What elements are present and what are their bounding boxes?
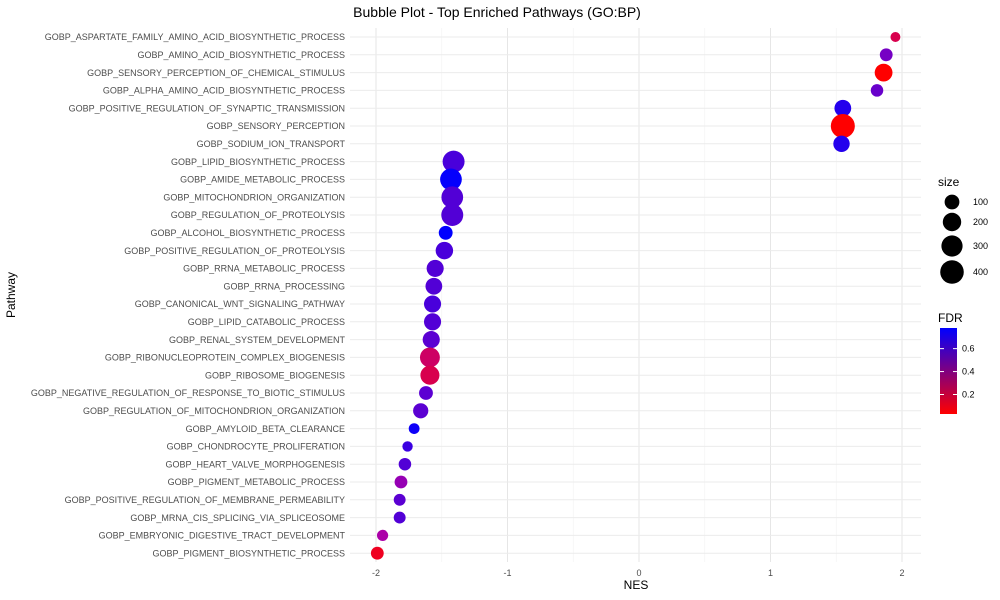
y-tick-label: GOBP_SODIUM_ION_TRANSPORT bbox=[197, 139, 346, 149]
bubble-point bbox=[830, 114, 855, 138]
size-legend-key bbox=[944, 194, 960, 210]
fdr-legend-label: 0.4 bbox=[962, 367, 975, 377]
fdr-legend-title: FDR bbox=[938, 311, 963, 325]
bubble-point bbox=[376, 529, 389, 541]
x-tick-labels: -2 -1 0 1 2 bbox=[372, 568, 905, 578]
data-points bbox=[370, 32, 901, 560]
y-tick-label: GOBP_RIBONUCLEOPROTEIN_COMPLEX_BIOGENESI… bbox=[105, 353, 345, 363]
x-axis-title: NES bbox=[624, 578, 649, 592]
fdr-legend-label: 0.2 bbox=[962, 390, 975, 400]
y-tick-label: GOBP_MITOCHONDRION_ORGANIZATION bbox=[163, 192, 345, 202]
bubble-point bbox=[833, 135, 850, 152]
y-tick-label: GOBP_CHONDROCYTE_PROLIFERATION bbox=[167, 442, 345, 452]
bubble-point bbox=[441, 204, 464, 226]
bubble-point bbox=[370, 546, 384, 560]
y-tick-label: GOBP_AMYLOID_BETA_CLEARANCE bbox=[186, 424, 345, 434]
bubble-point bbox=[441, 186, 464, 209]
chart-title: Bubble Plot - Top Enriched Pathways (GO:… bbox=[353, 4, 641, 20]
bubble-point bbox=[420, 365, 440, 385]
bubble-point bbox=[435, 241, 454, 260]
fdr-colorbar bbox=[940, 328, 957, 414]
y-tick-label: GOBP_RRNA_METABOLIC_PROCESS bbox=[183, 264, 345, 274]
x-tick-label: -1 bbox=[503, 568, 511, 578]
y-tick-label: GOBP_ALCOHOL_BIOSYNTHETIC_PROCESS bbox=[150, 228, 345, 238]
bubble-point bbox=[438, 225, 453, 240]
bubble-point bbox=[394, 475, 408, 489]
size-legend: size 100 200 300 400 bbox=[938, 175, 988, 284]
bubble-point bbox=[426, 259, 444, 277]
size-legend-label: 100 bbox=[973, 197, 988, 207]
bubble-point bbox=[419, 386, 433, 400]
y-tick-label: GOBP_HEART_VALVE_MORPHOGENESIS bbox=[165, 459, 345, 469]
x-tick-label: 0 bbox=[636, 568, 641, 578]
y-tick-label: GOBP_ASPARTATE_FAMILY_AMINO_ACID_BIOSYNT… bbox=[45, 32, 345, 42]
y-tick-label: GOBP_REGULATION_OF_PROTEOLYSIS bbox=[171, 210, 345, 220]
bubble-point bbox=[423, 295, 442, 313]
bubble-point bbox=[422, 331, 440, 349]
y-tick-labels: GOBP_ASPARTATE_FAMILY_AMINO_ACID_BIOSYNT… bbox=[31, 32, 346, 558]
y-tick-label: GOBP_SENSORY_PERCEPTION bbox=[207, 121, 345, 131]
y-axis-title: Pathway bbox=[4, 272, 18, 318]
bubble-point bbox=[442, 150, 465, 173]
y-tick-label: GOBP_MRNA_CIS_SPLICING_VIA_SPLICEOSOME bbox=[130, 513, 345, 523]
y-tick-label: GOBP_LIPID_BIOSYNTHETIC_PROCESS bbox=[171, 157, 345, 167]
y-tick-label: GOBP_POSITIVE_REGULATION_OF_MEMBRANE_PER… bbox=[65, 495, 345, 505]
bubble-point bbox=[423, 313, 442, 331]
bubble-point bbox=[425, 277, 443, 295]
bubble-point bbox=[874, 63, 893, 82]
y-tick-label: GOBP_AMIDE_METABOLIC_PROCESS bbox=[180, 175, 345, 185]
size-legend-title: size bbox=[938, 175, 960, 189]
bubble-point bbox=[440, 168, 462, 191]
bubble-point bbox=[413, 403, 429, 419]
y-tick-label: GOBP_RENAL_SYSTEM_DEVELOPMENT bbox=[169, 335, 346, 345]
y-tick-label: GOBP_NEGATIVE_REGULATION_OF_RESPONSE_TO_… bbox=[31, 388, 345, 398]
bubble-point bbox=[393, 493, 406, 506]
x-tick-label: 1 bbox=[768, 568, 773, 578]
bubble-point bbox=[398, 457, 412, 471]
size-legend-label: 400 bbox=[973, 267, 988, 277]
fdr-legend: FDR 0.2 0.4 0.6 bbox=[938, 311, 975, 414]
bubble-point bbox=[408, 423, 420, 435]
bubble-point bbox=[419, 347, 440, 368]
y-tick-label: GOBP_EMBRYONIC_DIGESTIVE_TRACT_DEVELOPME… bbox=[99, 531, 346, 541]
size-legend-key bbox=[941, 235, 963, 257]
y-tick-label: GOBP_POSITIVE_REGULATION_OF_PROTEOLYSIS bbox=[124, 246, 345, 256]
y-tick-label: GOBP_RIBOSOME_BIOGENESIS bbox=[205, 370, 345, 380]
fdr-legend-label: 0.6 bbox=[962, 344, 975, 354]
y-tick-label: GOBP_LIPID_CATABOLIC_PROCESS bbox=[188, 317, 345, 327]
y-tick-label: GOBP_RRNA_PROCESSING bbox=[223, 281, 345, 291]
x-tick-label: 2 bbox=[899, 568, 904, 578]
x-tick-label: -2 bbox=[372, 568, 380, 578]
bubble-point bbox=[870, 84, 884, 97]
y-tick-label: GOBP_AMINO_ACID_BIOSYNTHETIC_PROCESS bbox=[137, 50, 345, 60]
size-legend-label: 300 bbox=[973, 241, 988, 251]
y-tick-label: GOBP_POSITIVE_REGULATION_OF_SYNAPTIC_TRA… bbox=[69, 103, 345, 113]
y-tick-label: GOBP_PIGMENT_METABOLIC_PROCESS bbox=[168, 477, 345, 487]
y-tick-label: GOBP_REGULATION_OF_MITOCHONDRION_ORGANIZ… bbox=[83, 406, 345, 416]
plot-panel bbox=[350, 28, 921, 562]
size-legend-key bbox=[940, 260, 964, 284]
y-tick-label: GOBP_SENSORY_PERCEPTION_OF_CHEMICAL_STIM… bbox=[87, 68, 345, 78]
bubble-point bbox=[834, 99, 852, 117]
bubble-point bbox=[402, 441, 413, 452]
size-legend-key bbox=[942, 212, 962, 232]
bubble-point bbox=[890, 32, 901, 42]
bubble-point bbox=[879, 48, 893, 62]
y-tick-label: GOBP_CANONICAL_WNT_SIGNALING_PATHWAY bbox=[135, 299, 345, 309]
y-tick-label: GOBP_PIGMENT_BIOSYNTHETIC_PROCESS bbox=[152, 548, 345, 558]
grid-major bbox=[350, 28, 921, 562]
size-legend-label: 200 bbox=[973, 217, 988, 227]
bubble-point bbox=[393, 511, 406, 524]
y-tick-label: GOBP_ALPHA_AMINO_ACID_BIOSYNTHETIC_PROCE… bbox=[103, 86, 345, 96]
